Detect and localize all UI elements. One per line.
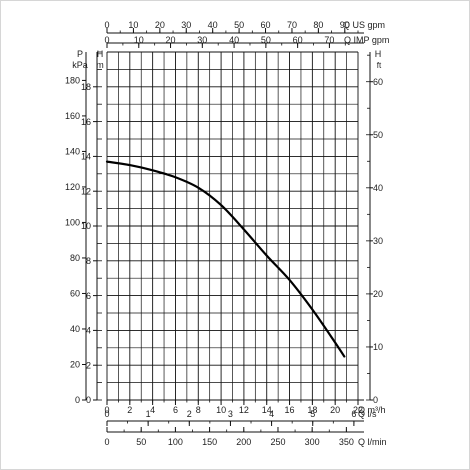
axis-m-tick-label: 12 xyxy=(81,186,91,196)
axis-imp-gpm-tick-label: 20 xyxy=(166,35,176,45)
axis-ft-tick-label: 10 xyxy=(373,342,383,352)
axis-ft-label-bottom: ft xyxy=(377,61,382,70)
axis-m3h-tick-label: 2 xyxy=(127,405,132,415)
axis-us-gpm-tick-label: 20 xyxy=(155,20,165,30)
axis-m-tick-label: 18 xyxy=(81,82,91,92)
axis-imp-gpm-label: Q IMP gpm xyxy=(344,35,389,45)
axis-imp-gpm-tick-label: 50 xyxy=(261,35,271,45)
axis-kpa-tick-label: 20 xyxy=(70,360,80,370)
axis-imp-gpm-tick-label: 0 xyxy=(104,35,109,45)
axis-ft-tick-label: 50 xyxy=(373,130,383,140)
axis-ft-tick-label: 30 xyxy=(373,236,383,246)
axis-ls-label: Q l/s xyxy=(358,409,377,419)
axis-us-gpm-tick-label: 50 xyxy=(234,20,244,30)
axis-imp-gpm-tick-label: 70 xyxy=(324,35,334,45)
grid xyxy=(106,51,359,401)
axis-ls-tick-label: 2 xyxy=(187,409,192,419)
axis-labels: 024681012141618Hm02040608010012014016018… xyxy=(65,20,389,447)
axis-lmin-tick-label: 250 xyxy=(270,437,285,447)
axis-imp-gpm-tick-label: 60 xyxy=(293,35,303,45)
axis-us-gpm-label: Q US gpm xyxy=(343,20,385,30)
axis-ft-label-top: H xyxy=(375,49,382,59)
axis-ft-tick-label: 0 xyxy=(373,395,378,405)
axis-kpa-tick-label: 80 xyxy=(70,253,80,263)
axis-us-gpm-tick-label: 60 xyxy=(261,20,271,30)
axis-kpa-label-top: P xyxy=(77,49,83,59)
axis-lmin-label: Q l/min xyxy=(358,437,387,447)
axis-ls-tick-label: 3 xyxy=(228,409,233,419)
axis-m3h-tick-label: 18 xyxy=(307,405,317,415)
axis-ls-tick-label: 6 xyxy=(351,409,356,419)
plot-series xyxy=(105,160,346,358)
axis-kpa-tick-label: 180 xyxy=(65,76,80,86)
axis-lmin-tick-label: 100 xyxy=(168,437,183,447)
axis-us-gpm-tick-label: 30 xyxy=(181,20,191,30)
axis-us-gpm-tick-label: 10 xyxy=(128,20,138,30)
axis-ft-tick-label: 60 xyxy=(373,77,383,87)
axis-imp-gpm-tick-label: 30 xyxy=(197,35,207,45)
axis-m-tick-label: 4 xyxy=(86,326,91,336)
axis-lmin-tick-label: 50 xyxy=(136,437,146,447)
axis-m-tick-label: 2 xyxy=(86,360,91,370)
axis-lmin-tick-label: 300 xyxy=(305,437,320,447)
axis-m3h-tick-label: 22 xyxy=(353,405,363,415)
axis-kpa-tick-label: 0 xyxy=(75,395,80,405)
axis-lmin-tick-label: 350 xyxy=(339,437,354,447)
axis-m3h-label: Q m³/h xyxy=(358,405,386,415)
axis-m3h-tick-label: 16 xyxy=(285,405,295,415)
axis-m-label-top: H xyxy=(97,49,104,59)
axis-us-gpm-tick-label: 70 xyxy=(287,20,297,30)
axis-m3h-tick-label: 0 xyxy=(104,405,109,415)
axis-imp-gpm-tick-label: 40 xyxy=(229,35,239,45)
axis-lmin-tick-label: 0 xyxy=(104,437,109,447)
axis-m-label-bottom: m xyxy=(96,60,104,70)
axis-m3h-tick-label: 10 xyxy=(216,405,226,415)
axis-kpa-tick-label: 120 xyxy=(65,182,80,192)
axis-kpa-label-bottom: kPa xyxy=(72,60,88,70)
axis-ls-tick-label: 0 xyxy=(104,409,109,419)
axes xyxy=(82,28,373,433)
axis-m3h-tick-label: 4 xyxy=(150,405,155,415)
axis-kpa-tick-label: 140 xyxy=(65,147,80,157)
axis-m-tick-label: 16 xyxy=(81,117,91,127)
axis-lmin-tick-label: 150 xyxy=(202,437,217,447)
axis-kpa-tick-label: 40 xyxy=(70,324,80,334)
axis-kpa-tick-label: 100 xyxy=(65,218,80,228)
axis-m3h-tick-label: 6 xyxy=(173,405,178,415)
axis-us-gpm-tick-label: 0 xyxy=(104,20,109,30)
axis-kpa-tick-label: 60 xyxy=(70,289,80,299)
axis-m-tick-label: 0 xyxy=(86,395,91,405)
axis-m-tick-label: 6 xyxy=(86,291,91,301)
axis-imp-gpm-tick-label: 10 xyxy=(134,35,144,45)
axis-m3h-tick-label: 20 xyxy=(330,405,340,415)
pump-performance-curve xyxy=(105,160,346,358)
axis-lmin-tick-label: 200 xyxy=(236,437,251,447)
axis-m-tick-label: 8 xyxy=(86,256,91,266)
axis-m3h-tick-label: 12 xyxy=(239,405,249,415)
axis-m3h-tick-label: 8 xyxy=(196,405,201,415)
axis-m-tick-label: 10 xyxy=(81,221,91,231)
axis-kpa-tick-label: 160 xyxy=(65,111,80,121)
axis-us-gpm-tick-label: 90 xyxy=(340,20,350,30)
axis-us-gpm-tick-label: 40 xyxy=(208,20,218,30)
axis-us-gpm-tick-label: 80 xyxy=(313,20,323,30)
axis-m3h-tick-label: 14 xyxy=(262,405,272,415)
axis-ft-tick-label: 40 xyxy=(373,183,383,193)
axis-ls-tick-label: 5 xyxy=(310,409,315,419)
axis-ft-tick-label: 20 xyxy=(373,289,383,299)
axis-ls-tick-label: 1 xyxy=(146,409,151,419)
axis-ls-tick-label: 4 xyxy=(269,409,274,419)
axis-m-tick-label: 14 xyxy=(81,152,91,162)
